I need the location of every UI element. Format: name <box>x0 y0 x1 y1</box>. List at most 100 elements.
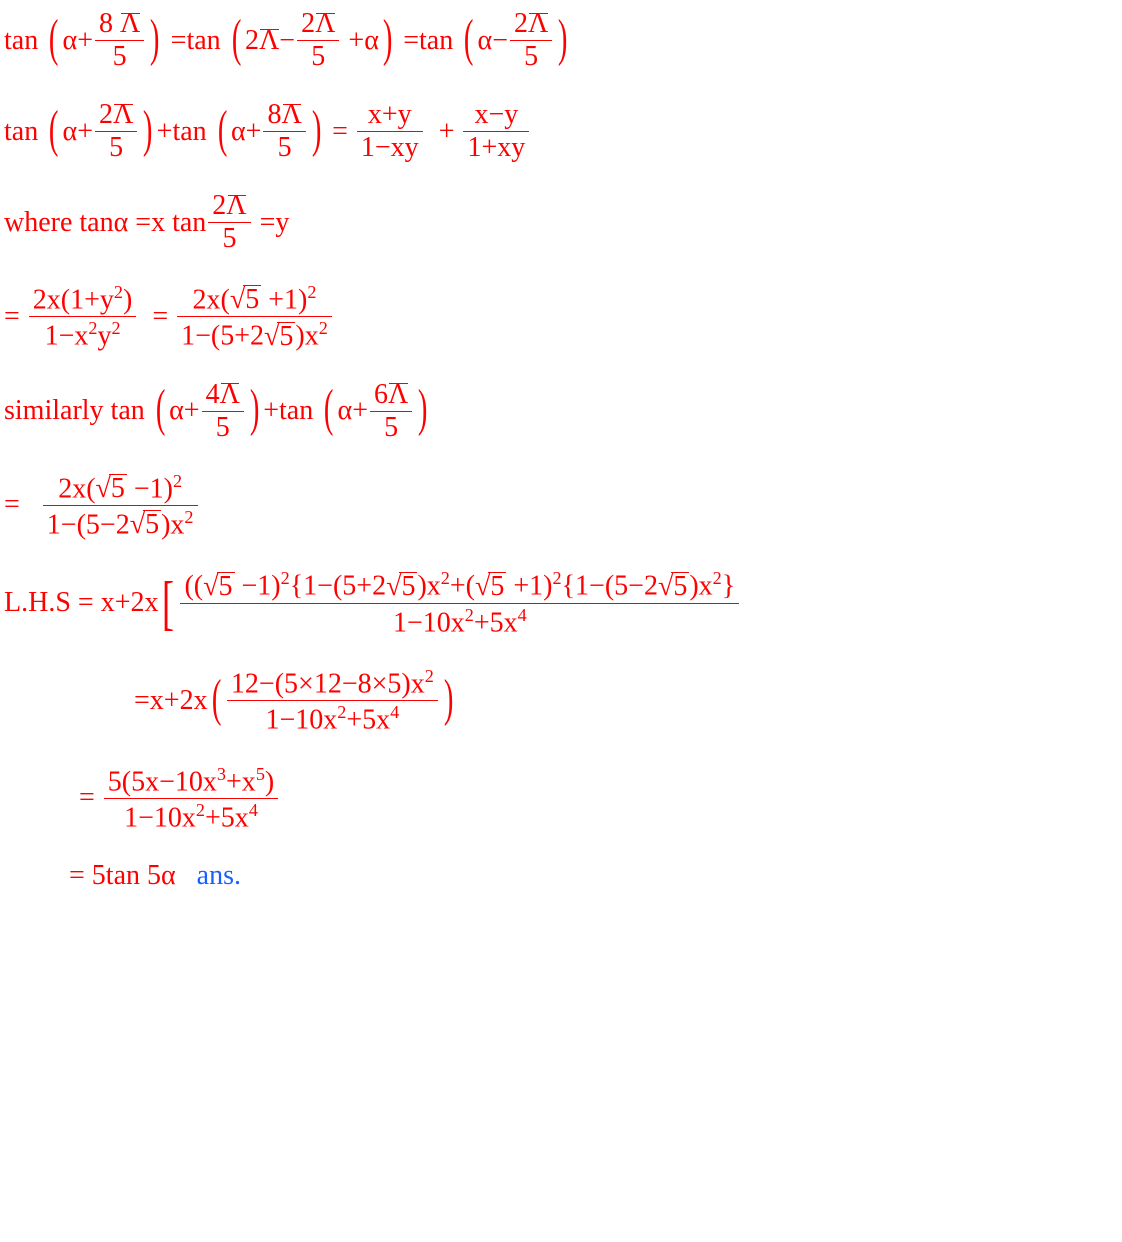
sup: 2 <box>337 702 346 722</box>
text: =tan <box>403 27 453 55</box>
den: )x <box>161 509 184 540</box>
num: ) <box>265 766 274 797</box>
num: 4 <box>206 379 220 410</box>
spacer <box>20 491 34 519</box>
rparen: ) <box>418 383 428 435</box>
sqrt: 5 <box>203 572 234 601</box>
sup: 2 <box>281 568 290 588</box>
lparen: ( <box>211 673 221 725</box>
num: 2x( <box>58 473 95 504</box>
fraction: 6Λ5 <box>370 381 412 442</box>
num: (( <box>184 571 203 602</box>
den: 1−x <box>45 321 89 352</box>
sup: 2 <box>184 507 193 527</box>
text: α+ <box>231 118 261 146</box>
num: x+y <box>357 101 423 132</box>
fraction: ((5 −1)2{1−(5+25)x2+(5 +1)2{1−(5−25)x2} … <box>180 569 739 637</box>
text: = <box>4 491 20 519</box>
text: tan <box>4 27 38 55</box>
num: } <box>722 571 735 602</box>
sqrt: 5 <box>230 285 261 314</box>
num: 2x(1+y <box>33 284 114 315</box>
num: +x <box>226 766 256 797</box>
num: −1) <box>127 473 173 504</box>
fraction: x−y1+xy <box>463 101 529 162</box>
sup: 2 <box>441 568 450 588</box>
den: 5 <box>370 412 412 442</box>
fraction: 12−(5×12−8×5)x2 1−10x2+5x4 <box>227 667 438 735</box>
sqrt: 5 <box>130 510 161 539</box>
lambda-bar: Λ <box>281 101 301 129</box>
lparen: ( <box>49 13 59 65</box>
text: + <box>439 118 455 146</box>
sup: 2 <box>196 800 205 820</box>
rparen: ) <box>143 104 153 156</box>
num: 2 <box>99 99 113 130</box>
text: = <box>79 784 95 812</box>
lbracket: [ <box>162 573 174 633</box>
lparen: ( <box>156 383 166 435</box>
sup: 2 <box>173 471 182 491</box>
den: 5 <box>202 412 244 442</box>
num: +1) <box>506 571 552 602</box>
den: 1−(5−2 <box>47 509 130 540</box>
fraction: x+y1−xy <box>357 101 423 162</box>
line-8: =x+2x( 12−(5×12−8×5)x2 1−10x2+5x4 ) <box>4 667 1118 735</box>
line-6: = 2x(5 −1)2 1−(5−25)x2 <box>4 472 1118 540</box>
lambda-bar: Λ <box>259 27 279 55</box>
den: 5 <box>510 41 552 71</box>
rparen: ) <box>383 13 393 65</box>
sup: 4 <box>390 702 399 722</box>
sup: 2 <box>111 318 120 338</box>
text: = <box>332 118 348 146</box>
sup: 5 <box>256 764 265 784</box>
text: similarly tan <box>4 397 145 425</box>
line-3: where tanα =x tan2Λ5 =y <box>4 192 1118 253</box>
lparen: ( <box>464 13 474 65</box>
text: tan <box>4 118 38 146</box>
num: )x <box>689 571 712 602</box>
radicand: 5 <box>243 285 261 314</box>
line-1: tan (α+8 Λ5) =tan (2Λ−2Λ5 +α) =tan (α−2Λ… <box>4 10 1118 71</box>
den: 5 <box>95 41 144 71</box>
rparen: ) <box>150 13 160 65</box>
lambda-bar: Λ <box>226 192 246 220</box>
text: +tan <box>157 118 207 146</box>
sqrt: 5 <box>475 572 506 601</box>
text: where tanα =x tan <box>4 209 206 237</box>
text: − <box>279 27 295 55</box>
sup: 2 <box>713 568 722 588</box>
fraction: 2x(5 +1)2 1−(5+25)x2 <box>177 283 332 351</box>
sqrt: 5 <box>386 572 417 601</box>
line-5: similarly tan (α+4Λ5)+tan (α+6Λ5) <box>4 381 1118 442</box>
lambda-bar: Λ <box>528 10 548 38</box>
text: α+ <box>338 397 368 425</box>
num: −1) <box>235 571 281 602</box>
sqrt: 5 <box>658 572 689 601</box>
rparen: ) <box>250 383 260 435</box>
rparen: ) <box>312 104 322 156</box>
fraction: 2x(1+y2) 1−x2y2 <box>29 283 137 351</box>
text: L.H.S = x+2x <box>4 589 158 617</box>
fraction: 5(5x−10x3+x5) 1−10x2+5x4 <box>104 765 278 833</box>
text: = 5tan 5α <box>69 860 176 891</box>
num: {1−(5−2 <box>562 571 658 602</box>
num: 2 <box>301 8 315 39</box>
den: y <box>97 321 111 352</box>
radicand: 5 <box>143 510 161 539</box>
line-10: = 5tan 5α ans. <box>4 862 1118 890</box>
den: )x <box>295 321 318 352</box>
fraction: 8 Λ5 <box>95 10 144 71</box>
den: 1+xy <box>463 132 529 162</box>
rparen: ) <box>444 673 454 725</box>
num: 5(5x−10x <box>108 766 217 797</box>
num: ) <box>123 284 132 315</box>
line-9: = 5(5x−10x3+x5) 1−10x2+5x4 <box>4 765 1118 833</box>
sup: 4 <box>249 800 258 820</box>
sup: 2 <box>319 318 328 338</box>
radicand: 5 <box>671 572 689 601</box>
den: +5x <box>205 802 249 833</box>
line-4: = 2x(1+y2) 1−x2y2 = 2x(5 +1)2 1−(5+25)x2 <box>4 283 1118 351</box>
sqrt: 5 <box>264 322 295 351</box>
text: 2 <box>245 27 259 55</box>
